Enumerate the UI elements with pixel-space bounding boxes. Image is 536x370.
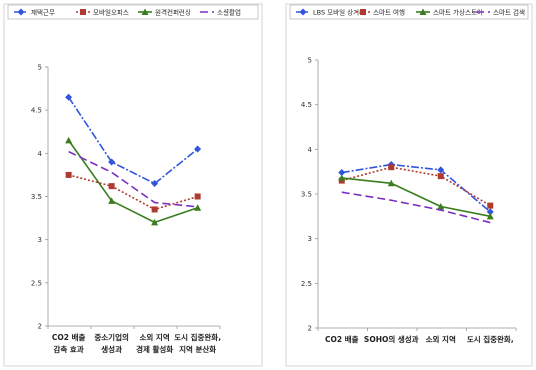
legend-marker: [141, 8, 149, 15]
y-tick-label: 4: [38, 150, 43, 158]
data-point: [194, 193, 201, 200]
y-tick-label: 2.5: [301, 280, 312, 288]
data-point: [388, 164, 395, 171]
x-tick-label: 감축 효과: [54, 344, 84, 354]
legend-label: 재택근무: [31, 8, 55, 17]
x-tick-label: 지역 분산화: [179, 344, 216, 354]
legend-label: 스마트 여행: [373, 8, 405, 17]
x-tick-label: 소외 지역: [426, 334, 456, 344]
legend-box: [289, 4, 529, 20]
y-tick-label: 2.5: [31, 279, 42, 287]
series-line: [341, 177, 491, 218]
x-tick-label: 경제 활성화: [136, 344, 173, 354]
legend-label: LBS 모바일 상거래: [313, 8, 365, 17]
legend-item: LBS 모바일 상거래: [296, 8, 365, 17]
series-line: [341, 166, 491, 207]
legend-item: 스마트 여행: [356, 8, 405, 17]
series-line: [67, 96, 199, 185]
legend-label: 스마트 검색: [493, 8, 525, 17]
data-point: [338, 174, 346, 181]
legend-marker: [299, 8, 307, 16]
legend-item: 스마트 검색: [476, 8, 525, 17]
x-tick-label: 도시 집중완화,: [467, 334, 514, 344]
y-tick-label: 5: [308, 57, 312, 65]
data-point: [486, 208, 494, 216]
series-line: [341, 191, 491, 224]
legend-marker: [360, 9, 366, 15]
data-point: [387, 179, 395, 187]
y-tick-label: 4: [308, 146, 313, 154]
legend-item: 재택근무: [14, 8, 55, 17]
data-point: [437, 166, 445, 174]
x-tick-label: CO2 배출: [325, 334, 359, 344]
series-4: [341, 191, 491, 224]
data-point: [338, 169, 346, 177]
data-point: [437, 203, 445, 210]
chart-2: LBS 모바일 상거래 스마트 여행 스마트 가상스토어 스마트 검색 2 2.5 3 3.5…: [285, 3, 533, 367]
legend-label: 소셜활업: [217, 8, 241, 17]
series-3: [338, 174, 494, 220]
legend-label: 모바일오피스: [93, 8, 129, 17]
data-point: [194, 204, 202, 211]
data-point: [437, 173, 444, 180]
series-2: [65, 171, 201, 213]
legend-marker: [17, 8, 25, 16]
x-tick-label: 도시 집중완화,: [174, 332, 221, 342]
legend-item: 스마트 가상스토어: [416, 8, 483, 17]
series-line: [67, 139, 198, 224]
data-point: [151, 206, 158, 213]
series-4: [68, 150, 198, 208]
y-tick-label: 3: [38, 236, 42, 244]
series-line: [68, 150, 198, 208]
data-point: [65, 93, 73, 101]
data-point: [108, 158, 116, 166]
x-tick-label: CO2 배출: [52, 332, 86, 342]
data-point: [65, 136, 73, 144]
y-tick-label: 2: [38, 323, 42, 331]
legend-item: 원격컨퍼런싱: [138, 8, 191, 17]
data-point: [486, 212, 494, 220]
y-tick-label: 5: [38, 64, 42, 72]
x-tick-label: SOHO의 생성과: [364, 334, 419, 344]
x-tick-label: 중소기업의: [94, 332, 129, 342]
data-point: [151, 218, 159, 226]
data-point: [487, 202, 494, 209]
y-tick-label: 3.5: [301, 191, 312, 199]
x-tick-label: 생성과: [101, 344, 122, 354]
legend-marker: [419, 8, 427, 15]
data-point: [108, 183, 115, 190]
series-1: [65, 93, 202, 188]
legend-marker: [80, 9, 86, 15]
y-tick-label: 3.5: [31, 193, 42, 201]
data-point: [151, 180, 159, 188]
x-tick-label: 소외 지역: [140, 332, 170, 342]
legend-label: 원격컨퍼런싱: [155, 8, 191, 17]
chart-frame: [285, 3, 533, 367]
legend-item: 소셜활업: [200, 8, 241, 17]
y-tick-label: 2: [308, 325, 312, 333]
chart-1: 재택근무 모바일오피스 원격컨퍼런싱 소셜활업 2 2.5 3 3.5 4 4.5 5 CO2 배출감…: [3, 3, 263, 367]
series-3: [65, 136, 202, 226]
series-line: [68, 174, 198, 211]
legend-label: 스마트 가상스토어: [433, 8, 483, 17]
data-point: [108, 197, 116, 204]
y-tick-label: 3: [308, 235, 312, 243]
legend-box: [7, 4, 259, 20]
chart-frame: [3, 3, 263, 367]
data-point: [65, 171, 72, 178]
y-tick-label: 4.5: [31, 107, 42, 115]
legend-item: 모바일오피스: [76, 8, 129, 17]
series-line: [341, 163, 491, 213]
data-point: [194, 145, 202, 153]
y-tick-label: 4.5: [301, 101, 312, 109]
